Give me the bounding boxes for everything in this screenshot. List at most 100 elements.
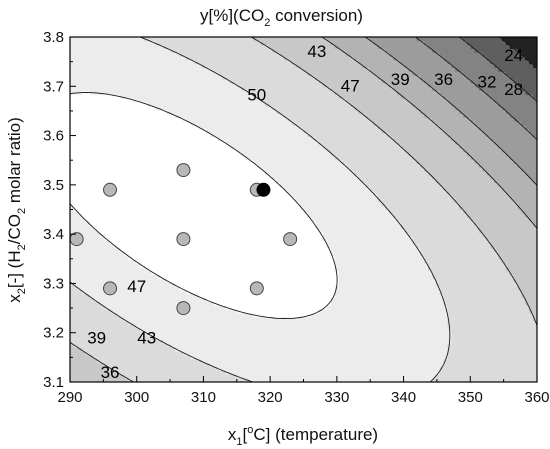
contour-cell	[265, 229, 269, 233]
contour-cell	[132, 363, 136, 367]
contour-cell	[214, 194, 218, 198]
contour-cell	[218, 68, 222, 72]
contour-cell	[124, 187, 128, 191]
contour-cell	[257, 240, 261, 244]
contour-cell	[280, 263, 284, 267]
contour-cell	[167, 367, 171, 371]
contour-cell	[272, 152, 276, 156]
contour-cell	[101, 355, 105, 359]
contour-cell	[265, 290, 269, 294]
contour-cell	[265, 110, 269, 114]
contour-cell	[89, 37, 93, 41]
contour-cell	[171, 279, 175, 283]
contour-cell	[245, 202, 249, 206]
contour-cell	[195, 374, 199, 378]
contour-cell	[237, 236, 241, 240]
contour-cell	[101, 175, 105, 179]
contour-cell	[86, 206, 90, 210]
contour-cell	[226, 183, 230, 187]
contour-cell	[202, 252, 206, 256]
contour-cell	[136, 60, 140, 64]
contour-cell	[198, 225, 202, 229]
contour-cell	[148, 95, 152, 99]
contour-cell	[163, 302, 167, 306]
contour-cell	[109, 256, 113, 260]
contour-cell	[132, 206, 136, 210]
contour-cell	[241, 244, 245, 248]
contour-cell	[218, 179, 222, 183]
contour-cell	[222, 95, 226, 99]
contour-cell	[218, 313, 222, 317]
contour-cell	[136, 41, 140, 45]
contour-cell	[74, 367, 78, 371]
contour-cell	[218, 190, 222, 194]
contour-cell	[175, 271, 179, 275]
contour-cell	[163, 313, 167, 317]
contour-cell	[233, 144, 237, 148]
contour-cell	[195, 313, 199, 317]
contour-cell	[198, 210, 202, 214]
contour-cell	[198, 351, 202, 355]
contour-cell	[280, 359, 284, 363]
contour-cell	[78, 64, 82, 68]
contour-cell	[89, 179, 93, 183]
contour-cell	[218, 286, 222, 290]
contour-cell	[253, 363, 257, 367]
contour-cell	[257, 371, 261, 375]
contour-cell	[276, 321, 280, 325]
contour-cell	[210, 106, 214, 110]
contour-cell	[280, 371, 284, 375]
contour-cell	[132, 340, 136, 344]
contour-cell	[198, 137, 202, 141]
contour-cell	[198, 221, 202, 225]
contour-cell	[136, 317, 140, 321]
contour-cell	[179, 83, 183, 87]
contour-cell	[167, 83, 171, 87]
contour-cell	[237, 72, 241, 76]
contour-cell	[268, 95, 272, 99]
contour-cell	[253, 121, 257, 125]
contour-cell	[284, 263, 288, 267]
contour-cell	[206, 202, 210, 206]
contour-cell	[74, 305, 78, 309]
contour-cell	[226, 106, 230, 110]
contour-cell	[136, 309, 140, 313]
contour-cell	[249, 179, 253, 183]
contour-cell	[148, 294, 152, 298]
contour-cell	[82, 229, 86, 233]
contour-cell	[257, 336, 261, 340]
contour-cell	[280, 328, 284, 332]
contour-cell	[97, 125, 101, 129]
contour-cell	[253, 133, 257, 137]
contour-cell	[183, 179, 187, 183]
contour-cell	[249, 240, 253, 244]
contour-cell	[210, 98, 214, 102]
contour-cell	[101, 56, 105, 60]
contour-cell	[175, 221, 179, 225]
contour-cell	[233, 49, 237, 53]
contour-cell	[206, 171, 210, 175]
contour-cell	[265, 294, 269, 298]
contour-cell	[268, 348, 272, 352]
contour-cell	[113, 279, 117, 283]
contour-cell	[261, 206, 265, 210]
contour-cell	[195, 282, 199, 286]
contour-cell	[140, 298, 144, 302]
contour-cell	[86, 252, 90, 256]
contour-cell	[148, 110, 152, 114]
contour-cell	[74, 275, 78, 279]
contour-cell	[195, 79, 199, 83]
contour-cell	[268, 206, 272, 210]
contour-cell	[261, 317, 265, 321]
contour-cell	[276, 225, 280, 229]
contour-cell	[109, 336, 113, 340]
contour-cell	[82, 367, 86, 371]
contour-cell	[128, 83, 132, 87]
contour-cell	[156, 198, 160, 202]
contour-cell	[237, 256, 241, 260]
contour-cell	[167, 98, 171, 102]
contour-cell	[206, 286, 210, 290]
contour-cell	[191, 305, 195, 309]
contour-cell	[237, 52, 241, 56]
contour-cell	[113, 141, 117, 145]
